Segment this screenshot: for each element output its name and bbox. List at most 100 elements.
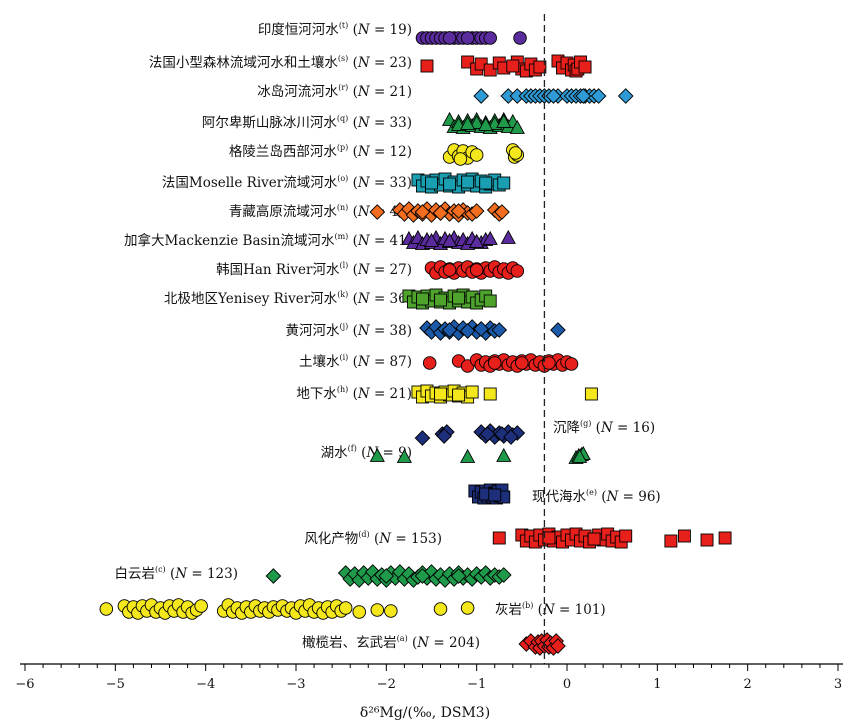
series-group [473,88,634,104]
data-point [465,385,479,399]
x-tick-label: −2 [377,677,396,692]
x-axis-title: δ²⁶Mg/(‰, DSM3) [360,705,490,721]
series-label: 风化产物(d) (N = 153) [304,530,442,547]
series-group [420,54,592,78]
data-points [99,31,732,656]
series-group [99,598,475,620]
data-point [384,604,398,618]
data-point [422,356,437,370]
data-point [533,60,547,74]
x-tick-label: −1 [467,677,486,692]
data-point [503,429,519,445]
series-label: 灰岩(b) (N = 101) [495,601,606,618]
data-point [469,148,484,162]
data-point [441,322,458,338]
series-group [415,31,527,45]
data-point [483,387,497,401]
data-point [550,322,566,338]
data-point [510,264,525,278]
data-point [677,529,691,543]
data-point [443,177,457,191]
x-tick-label: 0 [563,677,571,692]
data-point [575,88,592,104]
data-point [459,323,476,339]
data-point [425,176,438,190]
x-axis: −6 −5 −4 −3 −2 −1 0 1 2 3 [15,663,843,692]
data-point [496,113,512,128]
series-group [402,288,497,310]
series-label: 冰岛河流河水(r) (N = 21) [257,83,412,100]
series-group [442,143,525,166]
data-point [479,426,496,442]
data-point [500,229,516,244]
series-group [369,445,591,464]
data-point [469,233,485,248]
series-label: 现代海水(e) (N = 96) [532,488,661,505]
data-point [479,176,493,190]
series-label: 湖水(f) (N = 9) [321,444,412,461]
data-point [587,532,601,546]
data-point [461,175,475,189]
data-point [590,88,607,104]
data-point [488,488,502,502]
data-point [487,356,502,370]
x-tick-label: 2 [744,677,752,692]
data-point [483,31,497,45]
data-point [478,116,494,131]
data-point [338,601,353,615]
data-point [265,568,282,584]
data-point [483,294,497,308]
series-label: 白云岩(c) (N = 123) [114,565,238,582]
series-group [518,632,566,656]
data-point [414,204,431,220]
data-point [473,321,490,337]
series-group [468,483,511,505]
data-point [441,232,458,247]
data-point [617,88,634,104]
x-tick-label: −3 [286,677,305,692]
data-point [718,531,732,545]
x-tick-label: −5 [106,677,125,692]
data-point [99,602,114,616]
data-point [572,448,588,463]
data-point [584,387,598,401]
data-point [564,357,579,371]
data-point [194,599,208,613]
data-point [460,601,475,615]
data-point [619,529,633,543]
data-point [434,293,447,307]
data-point [469,114,485,129]
data-point [492,531,506,545]
series-label: 北极地区Yenisey River河水(k) (N = 36) [164,290,412,307]
data-point [497,176,511,190]
data-point [369,447,385,462]
data-point [513,31,527,45]
data-point [508,146,523,160]
data-point [506,59,520,73]
data-point [450,203,467,219]
series-label: 格陵兰岛西部河水(p) (N = 12) [229,143,412,160]
data-point [442,263,457,277]
series-label: 印度恒河河水(t) (N = 19) [258,21,412,38]
series-group [401,229,516,250]
data-point [416,292,429,306]
data-point [482,230,498,245]
data-point [369,204,386,220]
data-point [460,115,476,130]
data-point [414,430,431,446]
data-point [495,567,512,583]
data-point [468,203,485,219]
series-label: 法国Moselle River流域河水(o) (N = 33) [162,174,412,191]
data-point [460,31,475,45]
data-point [545,88,562,104]
data-point [396,448,412,463]
series-group [265,564,512,588]
series-label: 法国小型森林流域河水和土壤水(s) (N = 23) [149,54,412,71]
series-group [411,172,511,194]
data-point [664,534,678,548]
series-label: 沉降(g) (N = 16) [553,419,655,436]
x-tick-label: −6 [15,677,34,692]
data-point [450,568,467,584]
